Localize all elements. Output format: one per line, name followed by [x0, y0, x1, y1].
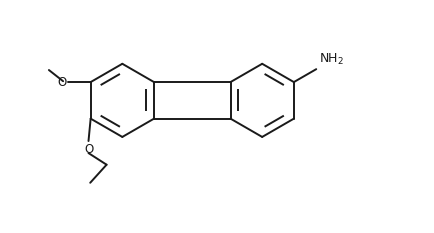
- Text: NH$_2$: NH$_2$: [319, 52, 344, 67]
- Text: O: O: [57, 75, 66, 89]
- Text: O: O: [84, 143, 93, 156]
